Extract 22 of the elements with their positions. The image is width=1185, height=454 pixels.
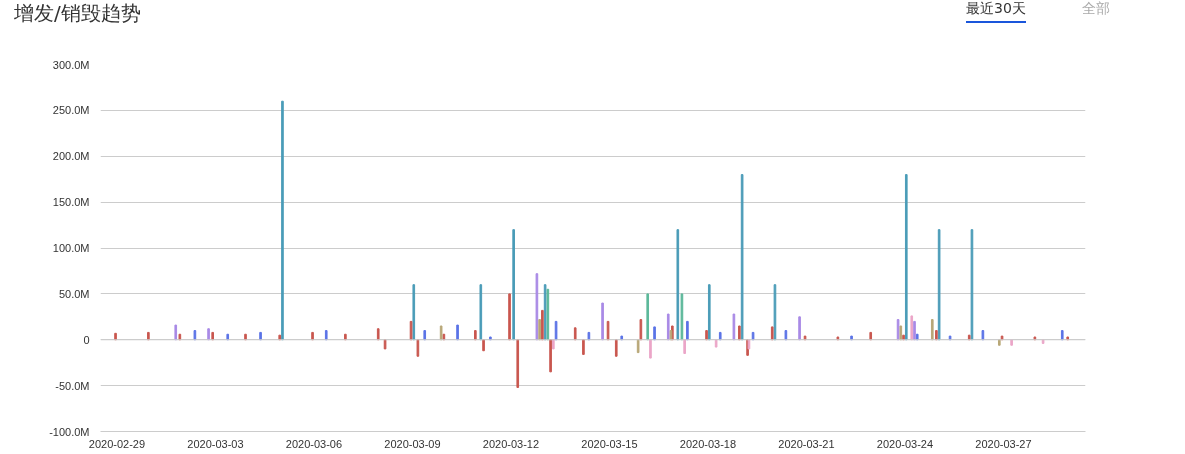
x-tick-label: 2020-03-12 [482,437,540,450]
y-tick-label: 100.0M [52,242,90,254]
text: 最近30天 [966,0,1026,23]
text: 全部 [1082,0,1110,18]
y-tick-label: 50.0M [58,287,90,300]
x-tick-label: 2020-03-27 [975,437,1032,450]
y-tick-label: -100.0M [49,425,90,438]
y-tick-label: 150.0M [52,196,90,209]
y-tick-label: 0 [83,333,90,346]
chart-title: 增发/销毁趋势 [14,0,141,27]
x-tick-label: 2020-03-15 [581,437,638,450]
y-tick-label: 300.0M [52,58,90,71]
x-tick-label: 2020-03-24 [876,437,934,450]
x-tick-label: 2020-03-21 [778,437,835,450]
x-tick-label: 2020-02-29 [88,437,146,450]
x-tick-label: 2020-03-03 [187,437,244,450]
y-tick-label: -50.0M [55,379,90,392]
y-tick-label: 250.0M [52,104,90,117]
y-tick-label: 200.0M [52,150,90,163]
x-tick-label: 2020-03-18 [679,437,737,450]
x-tick-label: 2020-03-06 [285,437,343,450]
x-tick-label: 2020-03-09 [384,437,441,450]
